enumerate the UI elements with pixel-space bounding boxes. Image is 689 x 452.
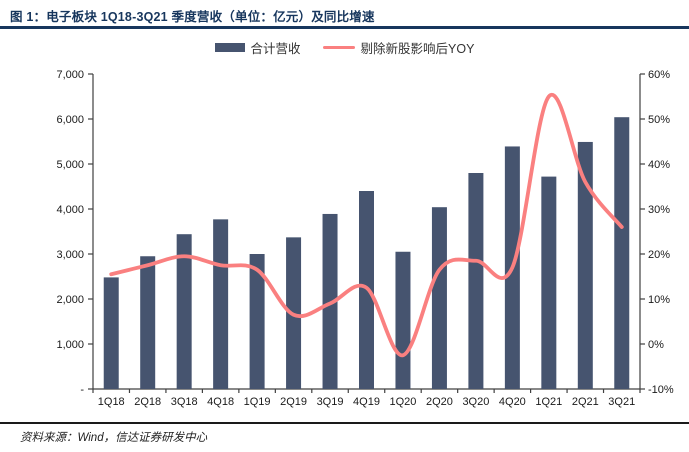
right-axis-tick-label: 30% bbox=[648, 204, 670, 216]
right-axis-tick-label: 50% bbox=[648, 114, 670, 126]
revenue-bar bbox=[213, 219, 229, 389]
revenue-bar bbox=[468, 173, 484, 389]
bar-series-swatch-icon bbox=[214, 43, 245, 52]
x-axis-category-label: 4Q18 bbox=[207, 396, 234, 408]
x-axis-category-label: 2Q19 bbox=[280, 396, 307, 408]
legend-item-yoy: 剔除新股影响后YOY bbox=[322, 38, 475, 57]
x-axis-category-label: 3Q21 bbox=[608, 396, 635, 408]
line-series-swatch-icon bbox=[322, 45, 355, 50]
x-axis-category-label: 1Q19 bbox=[244, 396, 271, 408]
left-axis-tick-label: 4,000 bbox=[56, 204, 84, 216]
revenue-bar bbox=[577, 141, 593, 389]
left-axis-tick-label: 6,000 bbox=[56, 114, 84, 126]
figure-title: 图 1：电子板块 1Q18-3Q21 季度营收（单位：亿元）及同比增速 bbox=[10, 10, 375, 24]
x-axis-category-label: 2Q21 bbox=[572, 396, 599, 408]
x-axis-category-label: 1Q21 bbox=[535, 396, 562, 408]
revenue-bar bbox=[431, 207, 447, 389]
revenue-bar bbox=[140, 256, 156, 389]
legend-item-revenue: 合计营收 bbox=[214, 38, 301, 57]
right-axis-tick-label: -10% bbox=[648, 384, 674, 396]
x-axis-category-label: 3Q20 bbox=[462, 396, 489, 408]
source-note: 资料来源：Wind，信达证券研发中心 bbox=[20, 432, 208, 444]
left-axis-tick-label: - bbox=[80, 384, 84, 396]
right-axis-tick-label: 20% bbox=[648, 249, 670, 261]
x-axis-category-label: 3Q18 bbox=[171, 396, 198, 408]
footer-divider bbox=[0, 422, 689, 424]
revenue-bar bbox=[395, 251, 411, 389]
x-axis-category-label: 4Q19 bbox=[353, 396, 380, 408]
legend-label-revenue: 合计营收 bbox=[250, 42, 301, 56]
x-axis-category-label: 1Q18 bbox=[98, 396, 125, 408]
right-axis-tick-label: 40% bbox=[648, 159, 670, 171]
x-axis-category-label: 4Q20 bbox=[499, 396, 526, 408]
legend: 合计营收 剔除新股影响后YOY bbox=[0, 38, 689, 57]
revenue-bar bbox=[176, 234, 192, 389]
left-axis-tick-label: 2,000 bbox=[56, 294, 84, 306]
right-axis-tick-label: 10% bbox=[648, 294, 670, 306]
x-axis-category-label: 2Q18 bbox=[134, 396, 161, 408]
title-underline bbox=[0, 26, 689, 29]
left-axis-tick-label: 7,000 bbox=[56, 69, 84, 81]
yoy-line bbox=[109, 92, 624, 358]
left-axis-tick-label: 1,000 bbox=[56, 339, 84, 351]
left-axis-tick-label: 3,000 bbox=[56, 249, 84, 261]
x-axis-category-label: 3Q19 bbox=[317, 396, 344, 408]
left-axis-tick-label: 5,000 bbox=[56, 159, 84, 171]
legend-label-yoy: 剔除新股影响后YOY bbox=[360, 42, 475, 56]
x-axis-category-label: 1Q20 bbox=[390, 396, 417, 408]
revenue-bar bbox=[103, 277, 119, 389]
x-axis-category-label: 2Q20 bbox=[426, 396, 453, 408]
revenue-bar bbox=[541, 176, 557, 389]
right-axis-tick-label: 60% bbox=[648, 69, 670, 81]
revenue-bar bbox=[614, 117, 630, 389]
right-axis-tick-label: 0% bbox=[648, 339, 664, 351]
revenue-bar bbox=[249, 254, 265, 389]
